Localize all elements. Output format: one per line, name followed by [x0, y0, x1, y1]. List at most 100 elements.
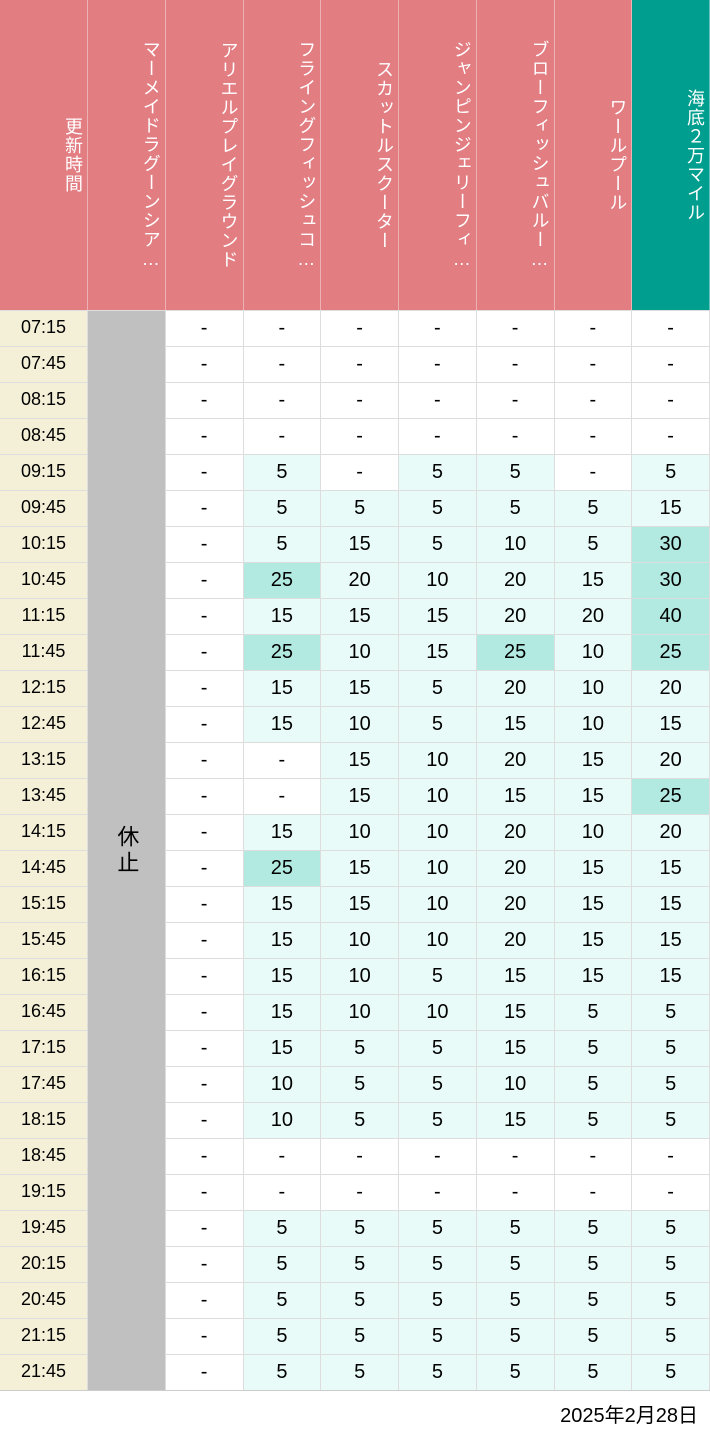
- wait-time-cell: 20: [632, 814, 710, 850]
- time-cell: 19:15: [0, 1174, 88, 1210]
- wait-time-cell: 5: [477, 490, 555, 526]
- wait-time-cell: 15: [244, 922, 322, 958]
- wait-time-cell: 5: [244, 1354, 322, 1390]
- wait-time-cell: 15: [244, 598, 322, 634]
- wait-time-cell: 5: [244, 1210, 322, 1246]
- wait-time-cell: -: [244, 1138, 322, 1174]
- wait-time-cell: 10: [555, 706, 633, 742]
- time-cell: 15:45: [0, 922, 88, 958]
- wait-time-cell: 5: [321, 1282, 399, 1318]
- wait-time-cell: -: [166, 1246, 244, 1282]
- wait-time-cell: -: [632, 346, 710, 382]
- wait-time-cell: 5: [555, 1354, 633, 1390]
- wait-time-cell: -: [166, 994, 244, 1030]
- wait-time-cell: -: [166, 814, 244, 850]
- wait-time-cell: -: [244, 1174, 322, 1210]
- wait-time-cell: 25: [632, 634, 710, 670]
- wait-time-cell: -: [166, 1138, 244, 1174]
- wait-time-cell: 15: [477, 994, 555, 1030]
- wait-time-cell: -: [477, 418, 555, 454]
- wait-time-cell: 25: [477, 634, 555, 670]
- time-cell: 16:45: [0, 994, 88, 1030]
- header-attraction: マーメイドラグーンシア…: [88, 0, 166, 310]
- wait-time-cell: 15: [244, 958, 322, 994]
- wait-time-cell: 10: [399, 886, 477, 922]
- wait-time-cell: 15: [632, 850, 710, 886]
- wait-time-cell: 20: [477, 670, 555, 706]
- wait-time-cell: -: [166, 958, 244, 994]
- time-cell: 20:45: [0, 1282, 88, 1318]
- wait-time-cell: 15: [555, 850, 633, 886]
- wait-time-cell: 20: [477, 886, 555, 922]
- wait-time-cell: 25: [244, 634, 322, 670]
- wait-time-cell: 10: [399, 994, 477, 1030]
- wait-time-cell: 5: [399, 1030, 477, 1066]
- wait-time-cell: -: [166, 418, 244, 454]
- time-cell: 08:45: [0, 418, 88, 454]
- wait-time-cell: -: [244, 310, 322, 346]
- wait-time-cell: 10: [555, 670, 633, 706]
- wait-time-cell: 5: [632, 1246, 710, 1282]
- wait-time-cell: 15: [632, 886, 710, 922]
- wait-time-cell: -: [321, 454, 399, 490]
- wait-time-cell: 5: [477, 1282, 555, 1318]
- time-cell: 15:15: [0, 886, 88, 922]
- wait-time-cell: 20: [555, 598, 633, 634]
- wait-time-cell: -: [244, 418, 322, 454]
- wait-time-cell: -: [166, 1030, 244, 1066]
- wait-time-cell: 15: [477, 706, 555, 742]
- wait-time-cell: -: [166, 1102, 244, 1138]
- header-attraction: ワールプール: [555, 0, 633, 310]
- wait-time-cell: 15: [399, 634, 477, 670]
- wait-time-cell: 10: [321, 814, 399, 850]
- wait-time-cell: 15: [244, 994, 322, 1030]
- wait-time-cell: 15: [477, 958, 555, 994]
- wait-time-cell: -: [477, 1174, 555, 1210]
- wait-time-cell: 20: [477, 850, 555, 886]
- wait-time-cell: -: [399, 310, 477, 346]
- time-cell: 14:45: [0, 850, 88, 886]
- wait-time-cell: 5: [555, 490, 633, 526]
- time-cell: 08:15: [0, 382, 88, 418]
- wait-time-cell: -: [166, 1282, 244, 1318]
- wait-time-cell: 5: [244, 1246, 322, 1282]
- wait-time-cell: -: [632, 1174, 710, 1210]
- wait-time-cell: 5: [477, 1210, 555, 1246]
- wait-time-cell: -: [166, 1354, 244, 1390]
- wait-time-cell: 15: [632, 958, 710, 994]
- wait-time-cell: -: [166, 382, 244, 418]
- wait-time-cell: -: [166, 526, 244, 562]
- wait-time-cell: 15: [321, 850, 399, 886]
- wait-time-cell: 10: [244, 1102, 322, 1138]
- header-attraction: フライングフィッシュコ…: [244, 0, 322, 310]
- wait-time-cell: 20: [477, 742, 555, 778]
- wait-time-cell: -: [166, 454, 244, 490]
- wait-time-cell: -: [555, 418, 633, 454]
- wait-time-cell: -: [166, 670, 244, 706]
- wait-time-cell: 5: [632, 1030, 710, 1066]
- wait-time-cell: -: [477, 310, 555, 346]
- wait-time-cell: 5: [321, 1354, 399, 1390]
- wait-time-cell: 5: [632, 1282, 710, 1318]
- time-cell: 11:45: [0, 634, 88, 670]
- wait-time-cell: 5: [399, 706, 477, 742]
- wait-time-cell: -: [632, 418, 710, 454]
- time-cell: 17:15: [0, 1030, 88, 1066]
- wait-time-cell: 10: [477, 1066, 555, 1102]
- wait-time-cell: 15: [477, 1102, 555, 1138]
- wait-time-cell: 25: [244, 562, 322, 598]
- wait-time-cell: 5: [244, 1318, 322, 1354]
- wait-time-cell: 5: [399, 526, 477, 562]
- time-cell: 07:15: [0, 310, 88, 346]
- wait-time-cell: 5: [477, 1246, 555, 1282]
- wait-time-cell: 5: [321, 1246, 399, 1282]
- wait-time-cell: 15: [321, 742, 399, 778]
- wait-time-cell: -: [166, 634, 244, 670]
- time-cell: 21:15: [0, 1318, 88, 1354]
- wait-time-cell: -: [166, 562, 244, 598]
- wait-time-cell: 5: [399, 1318, 477, 1354]
- wait-time-cell: 5: [555, 1030, 633, 1066]
- wait-time-cell: 15: [555, 886, 633, 922]
- wait-time-cell: -: [399, 418, 477, 454]
- header-attraction: アリエルプレイグラウンド: [166, 0, 244, 310]
